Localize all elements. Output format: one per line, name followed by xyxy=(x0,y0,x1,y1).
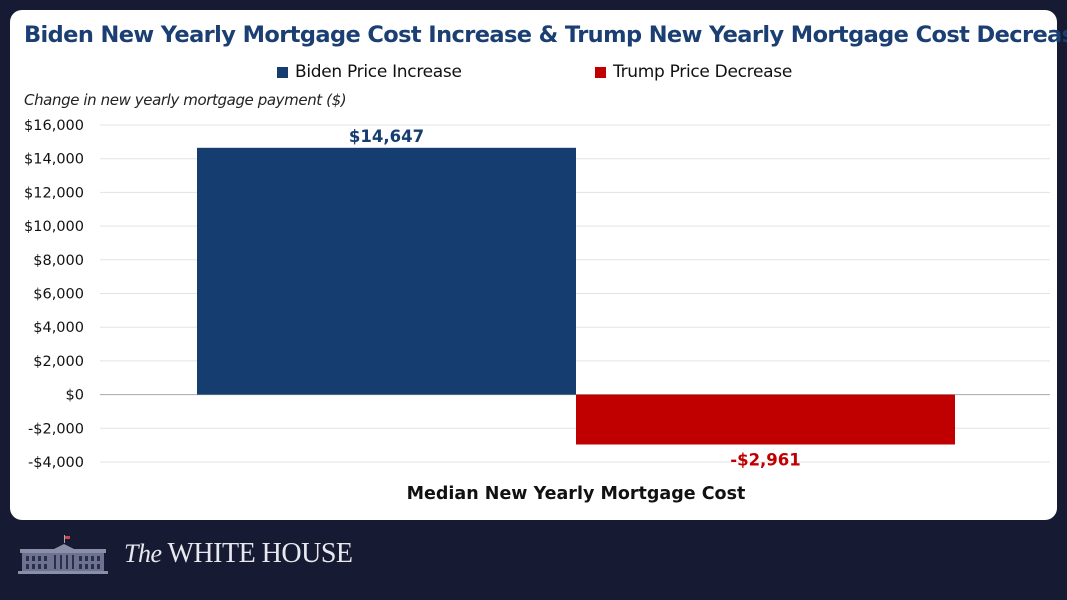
legend-swatch-biden xyxy=(277,66,288,78)
white-house-wordmark: The WHITE HOUSE xyxy=(124,538,353,570)
y-tick-label: $2,000 xyxy=(33,354,84,370)
y-tick-label: $10,000 xyxy=(24,219,84,235)
legend-label-biden: Biden Price Increase xyxy=(295,62,462,82)
y-axis-label: Change in new yearly mortgage payment ($… xyxy=(24,91,347,109)
data-label: -$2,961 xyxy=(730,450,801,469)
y-tick-label: $0 xyxy=(66,388,84,404)
data-label: $14,647 xyxy=(349,127,424,146)
x-axis-label: Median New Yearly Mortgage Cost xyxy=(407,484,746,504)
chart-plot: $16,000 $14,000 $12,000 $10,000 $8,000 $6,000… xyxy=(24,118,1050,504)
y-tick-label: $16,000 xyxy=(24,118,84,134)
wordmark-name: WHITE HOUSE xyxy=(167,538,354,569)
white-house-logo-icon xyxy=(18,535,108,574)
legend-item-biden: Biden Price Increase xyxy=(277,62,462,82)
legend-item-trump: Trump Price Decrease xyxy=(595,62,792,82)
y-tick-label: $12,000 xyxy=(24,185,84,201)
bar-trump xyxy=(576,394,955,445)
chart-title: Biden New Yearly Mortgage Cost Increase … xyxy=(24,22,1067,48)
y-tick-label: $14,000 xyxy=(24,152,84,168)
y-tick-label: $4,000 xyxy=(33,320,84,336)
y-tick-label: $6,000 xyxy=(33,287,84,303)
y-tick-label: $8,000 xyxy=(33,253,84,269)
legend-label-trump: Trump Price Decrease xyxy=(613,62,792,82)
y-tick-label: -$4,000 xyxy=(28,455,84,471)
legend-swatch-trump xyxy=(595,66,606,78)
bar-biden xyxy=(197,147,576,395)
wordmark-prefix: The xyxy=(124,539,162,568)
y-tick-label: -$2,000 xyxy=(28,421,84,437)
